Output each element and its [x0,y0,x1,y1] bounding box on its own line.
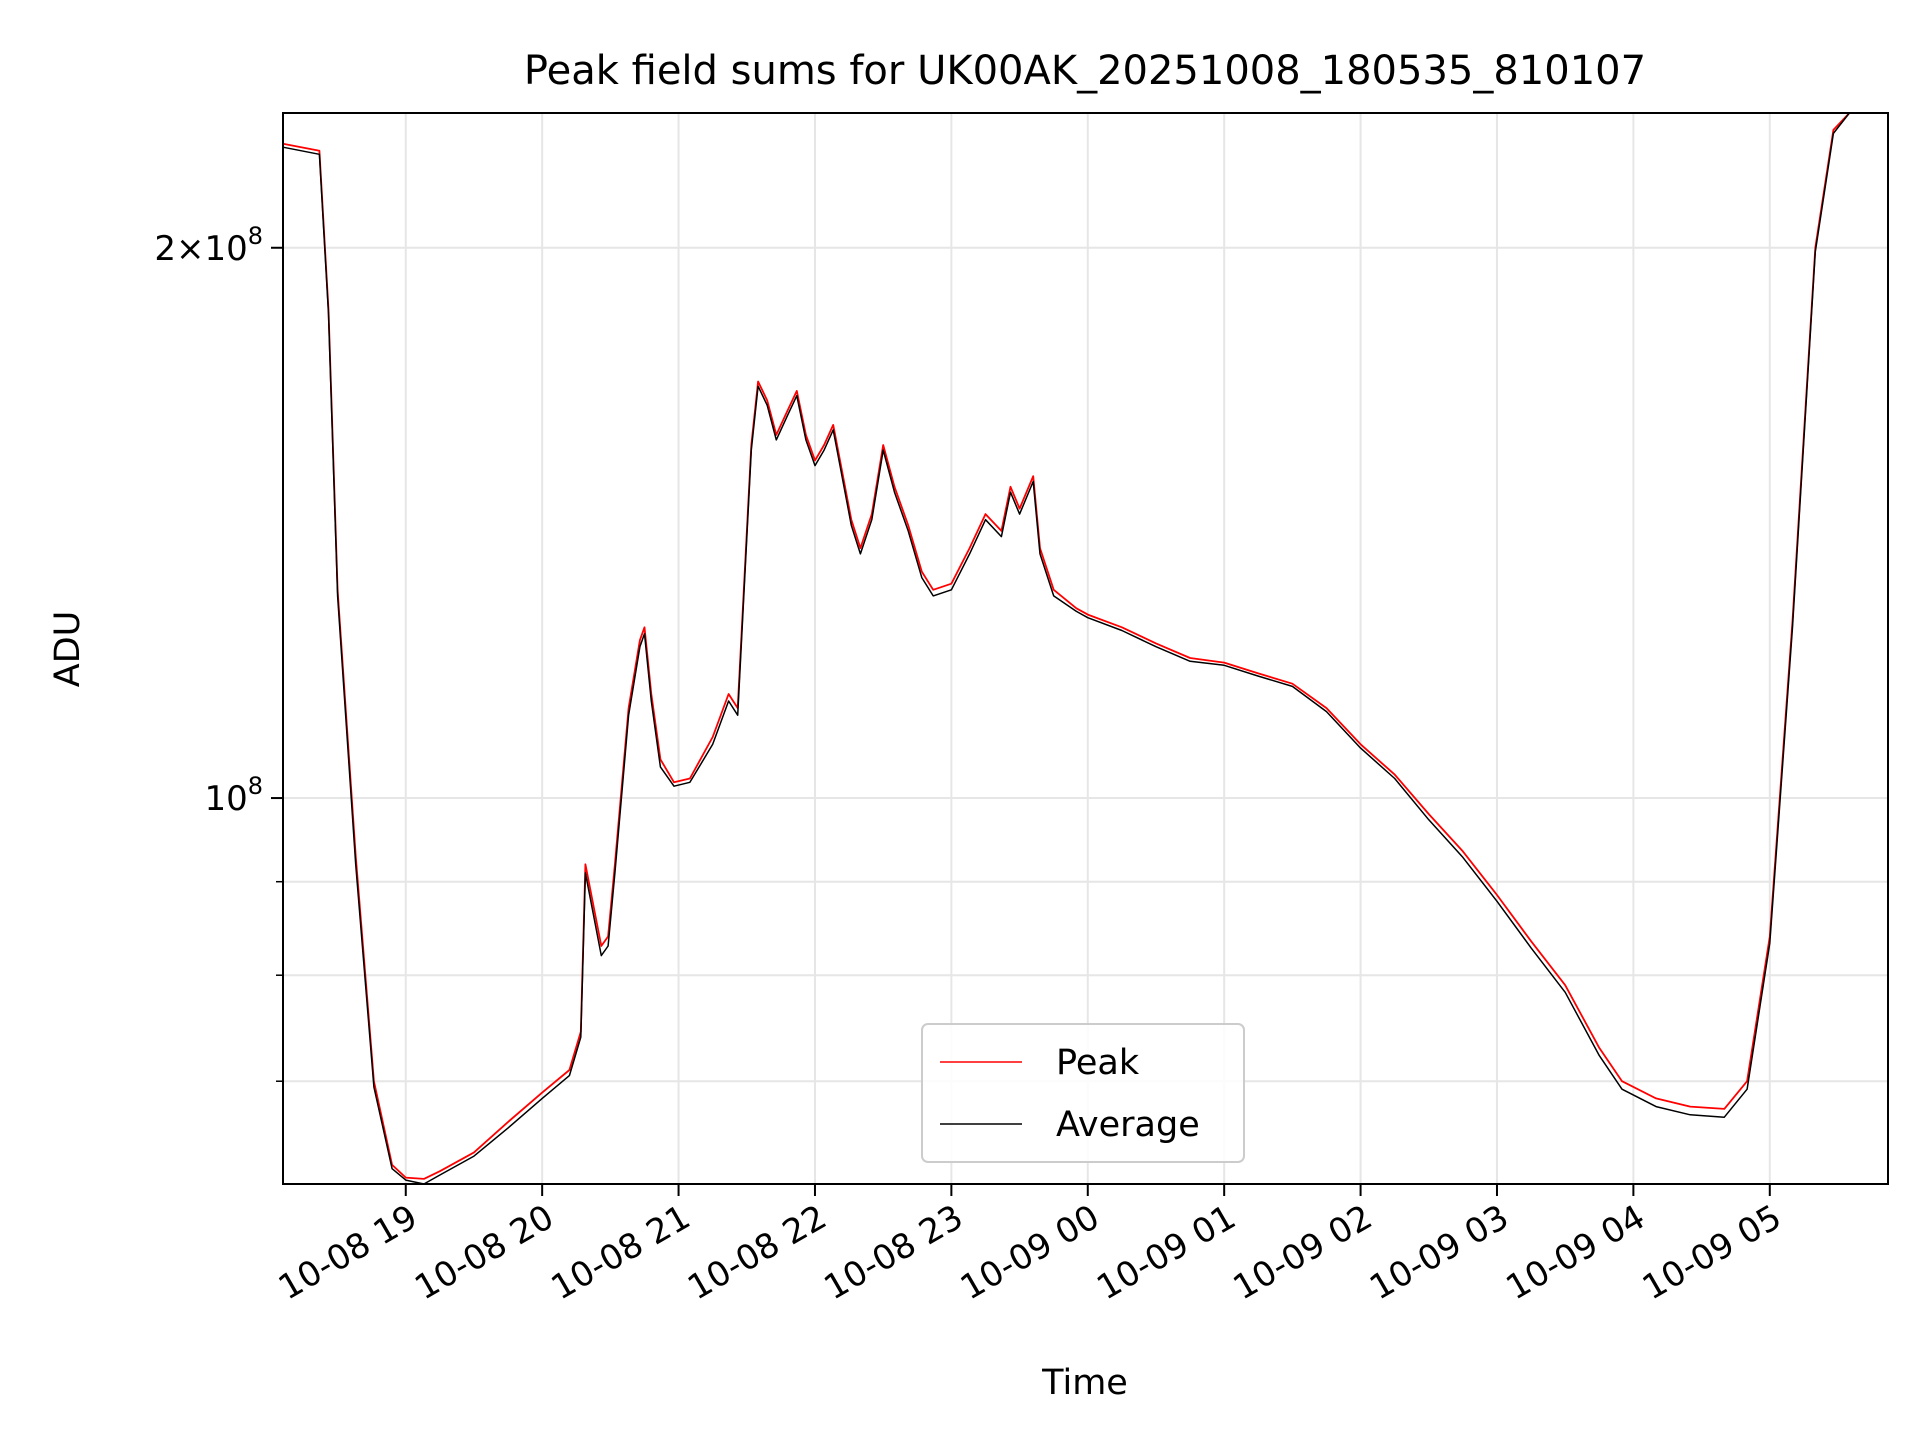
y-tick-label-prefix: 2× [154,229,204,269]
series-line-average [282,112,1888,1185]
y-tick-label: 2×108 [154,222,263,269]
series-layer [282,112,1888,1185]
x-axis-label: Time [1041,1363,1128,1403]
y-tick-label-base: 10 [204,779,247,819]
legend-label-average: Average [1056,1105,1200,1145]
legend: Peak Average [921,1023,1245,1163]
y-axis-label: ADU [48,611,88,688]
y-tick-label-base: 10 [204,229,247,269]
plot-frame [282,112,1889,1185]
chart-title: Peak field sums for UK00AK_20251008_1805… [524,48,1646,94]
y-tick-label-exponent: 8 [248,222,263,250]
y-tick-label-exponent: 8 [248,772,263,800]
legend-label-peak: Peak [1056,1043,1140,1083]
legend-box [921,1023,1245,1163]
y-tick-label: 108 [204,772,263,819]
